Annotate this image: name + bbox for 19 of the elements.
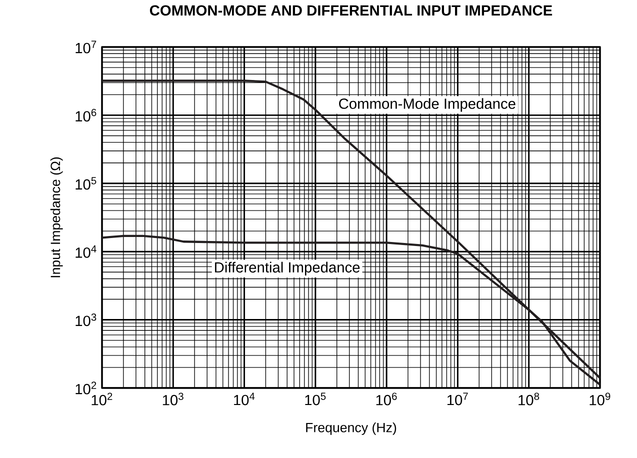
x-tick-label: 10$^{2}$	[92, 392, 112, 406]
x-tick-label: 10$^{5}$	[305, 392, 326, 406]
x-tick-label: 10$^{6}$	[376, 392, 397, 406]
x-tick-label: 10$^{3}$	[162, 392, 184, 406]
chart-title: COMMON-MODE AND DIFFERENTIAL INPUT IMPEDANCE	[150, 5, 552, 16]
x-tick-label: 10$^{4}$	[234, 392, 255, 406]
x-axis-title: Frequency (Hz)	[306, 422, 396, 435]
y-tick-label: 10$^{2}$	[76, 382, 96, 394]
y-tick-label: 10$^{6}$	[76, 108, 96, 122]
x-tick-label: 10$^{9}$	[590, 392, 610, 406]
y-tick-label: 10$^{7}$	[76, 40, 96, 54]
x-tick-label: 10$^{7}$	[447, 392, 468, 406]
y-axis-title: Input Impedance (Ω)	[50, 157, 63, 278]
series-label: Differential Impedance	[215, 262, 360, 276]
y-tick-label: 10$^{3}$	[76, 313, 96, 326]
x-tick-label: 10$^{8}$	[518, 392, 540, 406]
y-tick-label: 10$^{5}$	[76, 177, 96, 190]
y-tick-label: 10$^{4}$	[76, 245, 96, 258]
series-label: Common-Mode Impedance	[339, 98, 516, 112]
